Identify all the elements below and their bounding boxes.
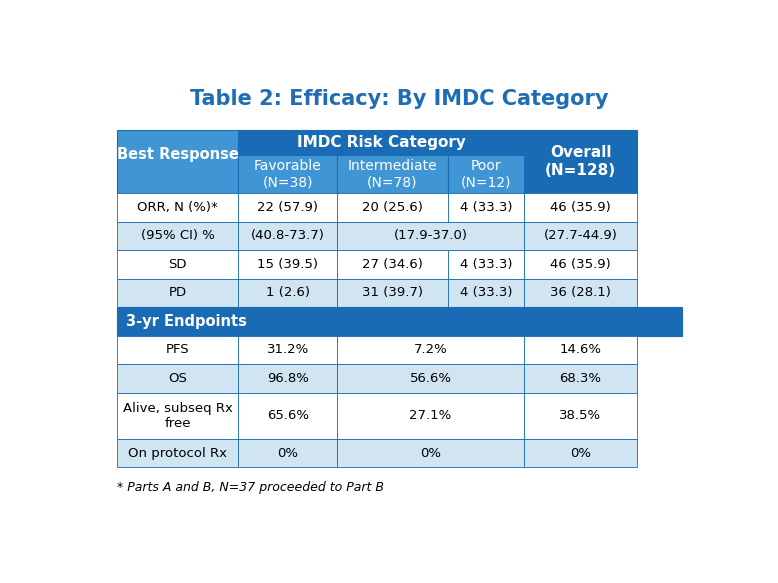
Text: (27.7-44.9): (27.7-44.9) (544, 229, 618, 243)
Text: 31.2%: 31.2% (267, 343, 309, 356)
Bar (338, 154, 447, 193)
Bar (117, 279, 238, 307)
Bar (117, 336, 238, 364)
Text: IMDC Risk Category: IMDC Risk Category (296, 135, 465, 150)
Bar (238, 130, 524, 154)
Text: 15 (39.5): 15 (39.5) (258, 258, 318, 271)
Bar (117, 307, 682, 336)
Bar (524, 250, 637, 279)
Bar (117, 364, 238, 392)
Text: (40.8-73.7): (40.8-73.7) (251, 229, 324, 243)
Bar (524, 222, 637, 250)
Bar (238, 193, 338, 222)
Bar (238, 222, 338, 250)
Text: Overall
(N=128): Overall (N=128) (545, 145, 616, 178)
Bar (447, 279, 524, 307)
Text: 65.6%: 65.6% (267, 409, 309, 422)
Bar (338, 279, 447, 307)
Text: 38.5%: 38.5% (559, 409, 601, 422)
Text: Table 2: Efficacy: By IMDC Category: Table 2: Efficacy: By IMDC Category (191, 89, 608, 109)
Text: 4 (33.3): 4 (33.3) (460, 258, 512, 271)
Text: (95% CI) %: (95% CI) % (141, 229, 215, 243)
Bar (524, 279, 637, 307)
Text: Favorable
(N=38): Favorable (N=38) (254, 159, 321, 189)
Text: 27.1%: 27.1% (409, 409, 452, 422)
Text: PFS: PFS (166, 343, 189, 356)
Text: 4 (33.3): 4 (33.3) (460, 201, 512, 214)
Bar (447, 193, 524, 222)
Bar (238, 154, 338, 193)
Text: 22 (57.9): 22 (57.9) (258, 201, 318, 214)
Text: SD: SD (168, 258, 187, 271)
Text: 0%: 0% (570, 447, 591, 459)
Bar (238, 392, 338, 439)
Bar (238, 279, 338, 307)
Text: * Parts A and B, N=37 proceeded to Part B: * Parts A and B, N=37 proceeded to Part … (117, 481, 384, 494)
Bar (238, 250, 338, 279)
Text: Alive, subseq Rx
free: Alive, subseq Rx free (122, 402, 233, 430)
Bar (524, 364, 637, 392)
Bar (238, 336, 338, 364)
Bar (238, 439, 338, 468)
Bar (117, 250, 238, 279)
Bar (338, 336, 524, 364)
Text: 68.3%: 68.3% (559, 372, 601, 385)
Text: 1 (2.6): 1 (2.6) (266, 286, 310, 300)
Text: Poor
(N=12): Poor (N=12) (461, 159, 511, 189)
Text: 20 (25.6): 20 (25.6) (362, 201, 423, 214)
Text: 96.8%: 96.8% (267, 372, 309, 385)
Text: 3-yr Endpoints: 3-yr Endpoints (126, 314, 247, 329)
Bar (447, 154, 524, 193)
Text: 0%: 0% (277, 447, 298, 459)
Bar (117, 193, 238, 222)
Text: PD: PD (168, 286, 187, 300)
Bar (524, 439, 637, 468)
Text: ORR, N (%)*: ORR, N (%)* (137, 201, 218, 214)
Text: 7.2%: 7.2% (414, 343, 447, 356)
Bar (524, 130, 637, 193)
Text: 46 (35.9): 46 (35.9) (550, 258, 611, 271)
Bar (338, 439, 524, 468)
Text: 0%: 0% (420, 447, 441, 459)
Text: OS: OS (168, 372, 187, 385)
Bar (338, 193, 447, 222)
Text: 36 (28.1): 36 (28.1) (550, 286, 611, 300)
Bar (338, 392, 524, 439)
Bar (117, 439, 238, 468)
Text: 46 (35.9): 46 (35.9) (550, 201, 611, 214)
Bar (117, 392, 238, 439)
Text: 56.6%: 56.6% (409, 372, 451, 385)
Bar (338, 364, 524, 392)
Bar (338, 222, 524, 250)
Bar (447, 250, 524, 279)
Bar (338, 250, 447, 279)
Bar (238, 364, 338, 392)
Bar (117, 130, 238, 193)
Text: Intermediate
(N=78): Intermediate (N=78) (348, 159, 437, 189)
Text: (17.9-37.0): (17.9-37.0) (394, 229, 468, 243)
Text: 14.6%: 14.6% (559, 343, 601, 356)
Text: 4 (33.3): 4 (33.3) (460, 286, 512, 300)
Bar (524, 193, 637, 222)
Bar (524, 336, 637, 364)
Bar (117, 222, 238, 250)
Text: 27 (34.6): 27 (34.6) (362, 258, 423, 271)
Text: On protocol Rx: On protocol Rx (128, 447, 227, 459)
Text: 31 (39.7): 31 (39.7) (362, 286, 423, 300)
Text: Best Response: Best Response (117, 146, 238, 161)
Bar (524, 392, 637, 439)
